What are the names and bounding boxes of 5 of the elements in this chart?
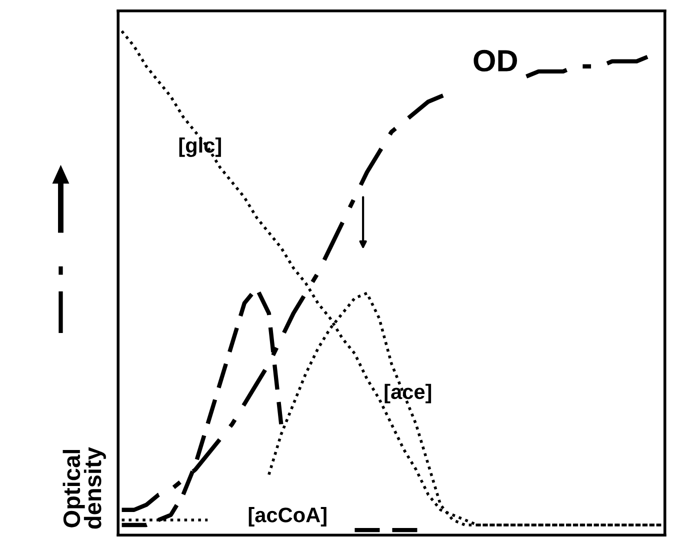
series-label: [glc] <box>179 137 221 157</box>
y-axis-title: Optical density <box>62 447 106 529</box>
series-label: OD <box>474 50 518 72</box>
series-label: [acCoA] <box>248 507 326 526</box>
series-label: [ace] <box>384 384 432 404</box>
